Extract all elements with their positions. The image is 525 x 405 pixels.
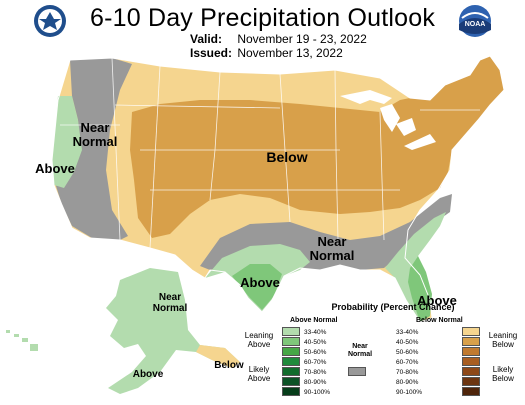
page-title: 6-10 Day Precipitation Outlook <box>89 4 436 32</box>
label-above-california: Above <box>35 161 75 176</box>
legend-above-range-label: 70-80% <box>304 369 327 376</box>
legend-below-header: Below Normal <box>416 317 463 324</box>
legend-above-swatch <box>282 387 300 396</box>
legend-above-swatch <box>282 327 300 336</box>
legend-above-swatch <box>282 377 300 386</box>
legend-above-swatch <box>282 337 300 346</box>
legend-above-range-label: 80-90% <box>304 379 327 386</box>
legend-leaning-below: Leaning Below <box>488 331 518 349</box>
legend-likely-above: Likely Above <box>247 365 271 383</box>
legend-below-range-label: 50-60% <box>396 349 419 356</box>
below-central-region <box>130 56 504 238</box>
valid-dates: November 19 - 23, 2022 <box>237 32 367 46</box>
issued-label: Issued: <box>190 46 233 60</box>
legend-below-swatch <box>462 367 480 376</box>
above-florida-core-region <box>408 256 432 322</box>
hawaii-islands <box>6 330 38 351</box>
date-info: Valid: November 19 - 23, 2022 Issued: No… <box>190 32 367 60</box>
label-near-normal-west: Near Normal <box>73 120 118 149</box>
legend-likely-below: Likely Below <box>492 365 514 383</box>
legend-below-range-label: 70-80% <box>396 369 419 376</box>
legend: Probability (Percent Chance) Above Norma… <box>240 303 522 403</box>
great-lakes <box>340 90 436 150</box>
legend-below-swatch <box>462 377 480 386</box>
legend-above-range-label: 33-40% <box>304 329 327 336</box>
legend-below-range-label: 80-90% <box>396 379 419 386</box>
legend-above-range-label: 60-70% <box>304 359 327 366</box>
valid-row: Valid: November 19 - 23, 2022 <box>190 32 367 46</box>
legend-title: Probability (Percent Chance) <box>331 302 455 312</box>
legend-above-swatch <box>282 347 300 356</box>
label-below-central: Below <box>266 149 307 165</box>
legend-near-normal-label: Near Normal <box>347 343 373 358</box>
legend-below-range-label: 60-70% <box>396 359 419 366</box>
legend-below-swatch <box>462 387 480 396</box>
svg-text:NOAA: NOAA <box>465 21 486 28</box>
legend-above-range-label: 40-50% <box>304 339 327 346</box>
label-above-florida: Above <box>417 293 457 308</box>
legend-below-range-label: 40-50% <box>396 339 419 346</box>
legend-below-swatch <box>462 337 480 346</box>
conus-outline <box>51 55 505 323</box>
legend-below-swatch <box>462 357 480 366</box>
label-above-alaska: Above <box>133 369 164 380</box>
near-normal-west-region <box>56 58 132 240</box>
label-below-alaska-south: Below <box>214 360 244 371</box>
legend-above-swatch <box>282 367 300 376</box>
legend-near-normal-swatch <box>348 367 366 376</box>
legend-above-header: Above Normal <box>290 317 338 324</box>
above-texas-core-region <box>232 264 282 310</box>
label-near-normal-south: Near Normal <box>310 234 355 263</box>
legend-leaning-above: Leaning Above <box>244 331 274 349</box>
legend-below-swatch <box>462 347 480 356</box>
label-near-normal-alaska: Near Normal <box>153 292 188 314</box>
legend-above-range-label: 90-100% <box>304 389 331 396</box>
state-boundaries <box>60 57 480 249</box>
noaa-logo-icon: NOAA <box>459 5 491 37</box>
valid-label: Valid: <box>190 32 223 46</box>
issued-row: Issued: November 13, 2022 <box>190 46 367 60</box>
legend-below-swatch <box>462 327 480 336</box>
above-west-coast-region <box>52 96 82 188</box>
legend-above-range-label: 50-60% <box>304 349 327 356</box>
alaska-panhandle-below-region <box>196 345 240 368</box>
label-above-texas: Above <box>240 275 280 290</box>
alaska-region <box>106 268 240 394</box>
commerce-seal-icon <box>34 5 66 37</box>
issued-date: November 13, 2022 <box>237 46 343 60</box>
legend-below-range-label: 33-40% <box>396 329 419 336</box>
legend-below-range-label: 90-100% <box>396 389 423 396</box>
legend-above-swatch <box>282 357 300 366</box>
